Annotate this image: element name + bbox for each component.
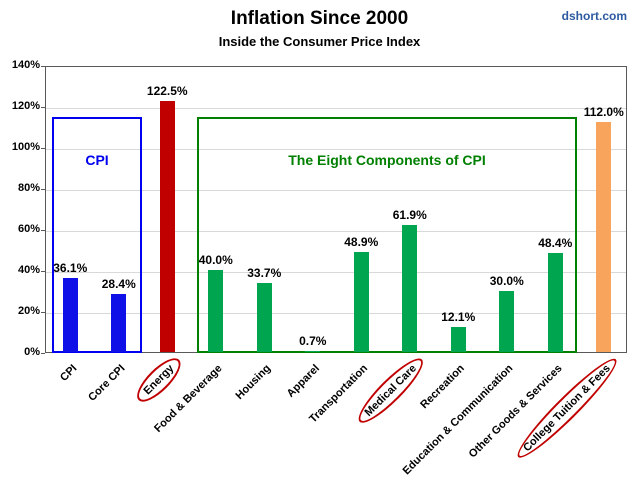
x-axis-label-text: Core CPI: [86, 362, 128, 404]
bar-value-label: 12.1%: [441, 310, 476, 325]
y-tick-mark: [41, 107, 45, 108]
x-axis-label-text: Housing: [233, 362, 274, 403]
bar-value-label: 36.1%: [53, 261, 88, 275]
x-axis-label-college-tuition-fees: College Tuition & Fees: [510, 351, 624, 465]
components-group-label: The Eight Components of CPI: [288, 152, 486, 168]
bar-apparel: [305, 350, 321, 352]
x-axis-label-text: Other Goods & Services: [466, 362, 565, 461]
gridline: [46, 272, 626, 273]
bar-college-tuition-fees: [596, 122, 612, 352]
y-tick-mark: [41, 353, 45, 354]
y-tick-label: 20%: [17, 305, 40, 317]
chart-title: Inflation Since 2000: [230, 8, 409, 29]
gridline: [46, 313, 626, 314]
bar-recreation: [450, 327, 466, 352]
x-axis-label-text: College Tuition & Fees: [510, 351, 624, 465]
chart-subtitle: Inside the Consumer Price Index: [218, 34, 421, 49]
bar-core-cpi: [111, 293, 127, 352]
bar-housing: [256, 282, 272, 352]
y-tick-label: 40%: [17, 264, 40, 276]
y-tick-label: 60%: [17, 223, 40, 235]
cpi-group-label: CPI: [85, 152, 109, 168]
gridline: [46, 149, 626, 150]
bar-food-beverage: [208, 270, 224, 352]
y-tick-label: 120%: [11, 100, 40, 112]
bar-education-communication: [499, 290, 515, 352]
bar-value-label: 122.5%: [146, 83, 188, 98]
y-tick-label: 100%: [11, 141, 40, 153]
x-axis-label-apparel: Apparel: [283, 361, 323, 401]
bar-value-label: 40.0%: [198, 253, 233, 267]
gridline: [46, 190, 626, 191]
bar-cpi: [62, 278, 78, 352]
x-axis-label-core-cpi: Core CPI: [85, 361, 129, 405]
y-tick-label: 80%: [17, 182, 40, 194]
bar-transportation: [353, 251, 369, 352]
bar-value-label: 0.7%: [299, 333, 327, 348]
x-axis-label-text: Recreation: [418, 362, 468, 412]
x-axis-label-text: Energy: [130, 351, 187, 408]
x-axis-label-other-goods-services: Other Goods & Services: [465, 361, 566, 462]
watermark-dshort: dshort.com: [561, 9, 627, 23]
x-axis-label-cpi: CPI: [56, 361, 80, 385]
gridline: [46, 108, 626, 109]
components-group-box: The Eight Components of CPI: [197, 117, 577, 353]
y-tick-mark: [41, 148, 45, 149]
bar-other-goods-services: [547, 252, 563, 352]
bar-value-label: 33.7%: [247, 265, 282, 280]
x-axis-label-recreation: Recreation: [417, 361, 469, 413]
bar-value-label: 48.4%: [538, 235, 573, 250]
bar-medical-care: [402, 225, 418, 352]
x-axis-label-text: CPI: [57, 362, 80, 384]
y-tick-mark: [41, 230, 45, 231]
x-axis-label-housing: Housing: [232, 361, 274, 403]
bar-value-label: 48.9%: [344, 234, 379, 249]
bar-value-label: 61.9%: [392, 208, 427, 223]
y-tick-mark: [41, 312, 45, 313]
bar-energy: [159, 100, 175, 352]
x-axis-label-text: Apparel: [284, 362, 322, 400]
bar-value-label: 30.0%: [489, 273, 524, 288]
bar-value-label: 112.0%: [583, 105, 624, 120]
y-tick-label: 140%: [11, 59, 40, 71]
y-tick-mark: [41, 66, 45, 67]
bar-value-label: 28.4%: [101, 276, 136, 291]
red-ellipse-annotation: [510, 351, 624, 465]
x-axis-label-energy: Energy: [130, 351, 187, 408]
plot-area: CPI The Eight Components of CPI 36.1% 28.…: [45, 66, 627, 353]
y-tick-mark: [41, 189, 45, 190]
gridline: [46, 231, 626, 232]
y-tick-label: 0%: [24, 346, 40, 358]
cpi-group-box: CPI: [52, 117, 142, 353]
y-tick-mark: [41, 271, 45, 272]
